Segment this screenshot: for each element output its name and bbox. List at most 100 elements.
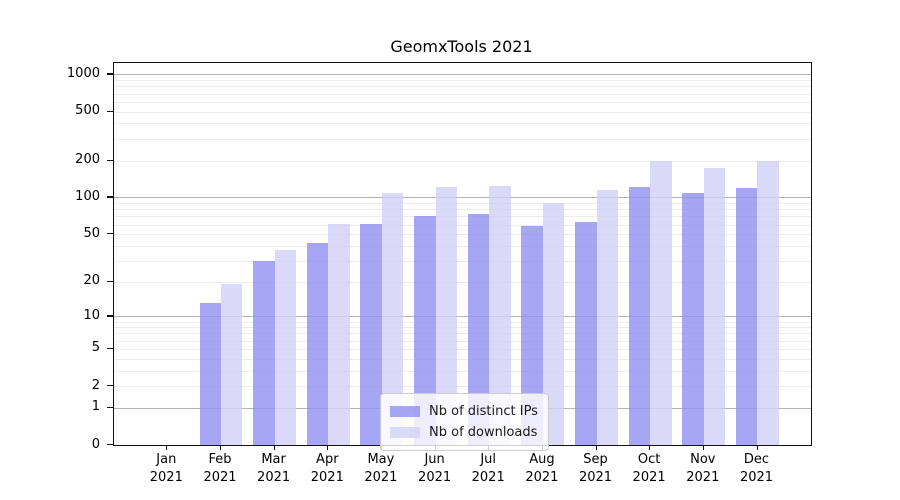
y-tick-label-2: 2 — [91, 377, 100, 393]
gridline-40 — [114, 245, 811, 247]
y-tick-label-200: 200 — [75, 152, 100, 167]
legend-label-downloads: Nb of downloads — [429, 425, 538, 440]
y-tick-mark — [107, 110, 113, 112]
legend: Nb of distinct IPs Nb of downloads — [380, 393, 549, 451]
x-tick-mark — [702, 445, 704, 450]
bar-jun-distinct-ips — [414, 215, 436, 445]
legend-label-distinct-ips: Nb of distinct IPs — [429, 404, 538, 419]
gridline-100 — [114, 197, 811, 199]
gridline-200 — [114, 160, 811, 162]
bar-may-distinct-ips — [360, 223, 382, 445]
bar-nov-distinct-ips — [682, 193, 704, 445]
bar-aug-distinct-ips — [521, 226, 543, 445]
y-tick-label-0: 0 — [91, 436, 100, 452]
x-tick-label-dec: Dec 2021 — [739, 452, 774, 485]
x-tick-mark — [649, 445, 651, 450]
gridline-30 — [114, 260, 811, 262]
gridline-20 — [114, 281, 811, 283]
x-tick-mark — [756, 445, 758, 450]
y-tick-mark — [107, 315, 113, 317]
chart-title: GeomxTools 2021 — [390, 37, 533, 56]
x-tick-mark — [273, 445, 275, 450]
gridline-9 — [114, 321, 811, 323]
gridline-700 — [114, 93, 811, 95]
bar-aug-downloads — [542, 203, 565, 445]
x-tick-label-sep: Sep 2021 — [578, 452, 613, 485]
legend-swatch-distinct-ips — [390, 406, 420, 417]
y-tick-mark — [107, 159, 113, 161]
y-tick-mark — [107, 280, 113, 282]
y-tick-label-100: 100 — [75, 188, 100, 204]
bar-jul-distinct-ips — [467, 214, 490, 445]
gridline-5 — [114, 348, 811, 350]
y-tick-label-5: 5 — [91, 340, 100, 356]
legend-item-downloads: Nb of downloads — [390, 422, 538, 443]
gridline-800 — [114, 86, 811, 88]
bar-may-downloads — [381, 193, 404, 445]
gridline-900 — [114, 80, 811, 81]
bar-apr-downloads — [328, 223, 350, 445]
gridline-50 — [114, 234, 811, 236]
x-tick-label-mar: Mar 2021 — [257, 452, 291, 485]
bar-jun-downloads — [435, 186, 458, 445]
x-tick-label-feb: Feb 2021 — [203, 452, 237, 485]
x-tick-mark — [166, 445, 168, 450]
x-tick-label-apr: Apr 2021 — [310, 452, 344, 485]
gridline-3 — [114, 370, 811, 372]
x-tick-mark — [595, 445, 597, 450]
x-tick-label-oct: Oct 2021 — [632, 452, 666, 485]
y-tick-mark — [107, 444, 113, 446]
y-tick-label-500: 500 — [75, 103, 100, 118]
plot-area: Nb of distinct IPs Nb of downloads — [113, 62, 812, 451]
x-tick-mark — [327, 445, 329, 450]
gridline-90 — [114, 203, 811, 204]
bar-feb-downloads — [220, 284, 243, 445]
bar-jul-downloads — [489, 186, 511, 445]
bar-dec-downloads — [757, 160, 779, 445]
y-tick-label-1000: 1000 — [66, 65, 100, 81]
x-tick-mark — [220, 445, 222, 450]
gridline-2 — [114, 386, 811, 388]
y-tick-label-50: 50 — [83, 225, 100, 241]
bar-sep-distinct-ips — [575, 221, 597, 445]
y-tick-label-1: 1 — [91, 399, 100, 415]
bar-mar-distinct-ips — [253, 260, 275, 445]
y-tick-mark — [107, 73, 113, 75]
gridline-1000 — [114, 74, 811, 76]
y-tick-mark — [107, 347, 113, 350]
x-tick-label-may: May 2021 — [364, 452, 398, 485]
bar-nov-downloads — [703, 167, 726, 445]
x-tick-label-aug: Aug 2021 — [525, 452, 559, 485]
gridline-500 — [114, 111, 811, 113]
y-tick-mark — [107, 406, 113, 408]
y-tick-label-20: 20 — [83, 273, 100, 289]
legend-item-distinct-ips: Nb of distinct IPs — [390, 401, 538, 422]
y-tick-mark — [107, 233, 113, 235]
gridline-10 — [114, 316, 811, 318]
x-tick-label-jun: Jun 2021 — [418, 452, 452, 485]
x-tick-label-nov: Nov 2021 — [686, 452, 720, 485]
bar-apr-distinct-ips — [306, 243, 329, 445]
gridline-70 — [114, 216, 811, 218]
bar-feb-distinct-ips — [199, 303, 221, 445]
gridline-8 — [114, 327, 811, 329]
gridline-6 — [114, 340, 811, 342]
bar-sep-downloads — [596, 190, 618, 445]
y-tick-label-10: 10 — [83, 307, 100, 323]
x-tick-label-jul: Jul 2021 — [471, 452, 505, 485]
bar-oct-downloads — [650, 160, 672, 445]
bar-oct-distinct-ips — [628, 187, 651, 445]
gridline-300 — [114, 138, 811, 140]
y-tick-mark — [107, 385, 113, 387]
legend-swatch-downloads — [390, 427, 420, 438]
gridline-600 — [114, 101, 811, 103]
gridline-7 — [114, 333, 811, 335]
gridline-80 — [114, 209, 811, 211]
gridline-60 — [114, 224, 811, 226]
bar-dec-distinct-ips — [736, 188, 758, 445]
x-tick-label-jan: Jan 2021 — [149, 452, 183, 485]
gridline-400 — [114, 123, 811, 125]
bar-mar-downloads — [274, 249, 297, 445]
y-tick-mark — [107, 196, 113, 198]
